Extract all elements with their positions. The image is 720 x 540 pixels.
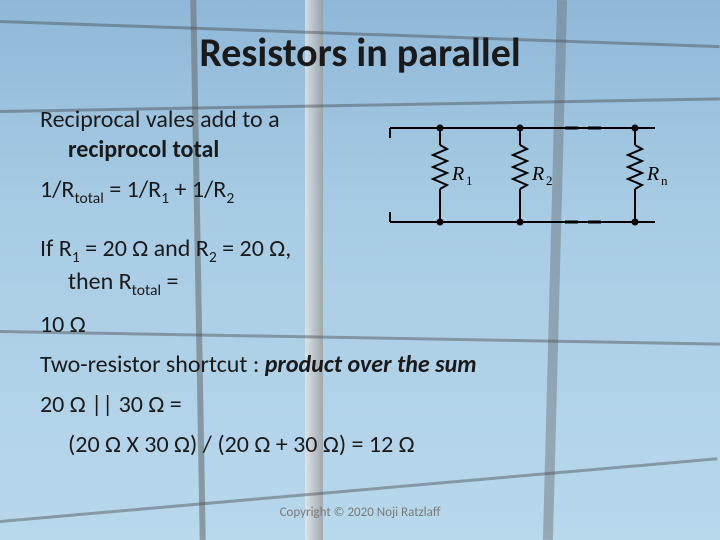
content-area: Reciprocal vales add to a reciprocol tot…: [40, 105, 680, 505]
eq-sub: total: [74, 189, 103, 208]
intro-line1: Reciprocal vales add to a: [40, 105, 280, 134]
ex-line2: then Rtotal =: [40, 267, 680, 300]
rn-label: R: [646, 163, 659, 185]
copyright-footer: Copyright © 2020 Noji Ratzlaff: [40, 505, 680, 520]
r1-sub: 1: [466, 173, 473, 188]
example-result: 10 Ω: [40, 310, 680, 340]
intro-text: Reciprocal vales add to a reciprocol tot…: [40, 105, 400, 165]
shortcut-text-b: product over the sum: [265, 350, 477, 379]
intro-line2: reciprocol total: [40, 135, 400, 165]
ex-sub: 1: [72, 248, 80, 267]
ex-part: = 20 Ω and R: [80, 234, 209, 263]
ex-sub: total: [132, 281, 161, 300]
example-block: If R1 = 20 Ω and R2 = 20 Ω, then Rtotal …: [40, 234, 680, 301]
shortcut-eq1: 20 Ω || 30 Ω =: [40, 390, 680, 420]
ex-part: =: [161, 267, 178, 296]
eq-sub: 2: [226, 189, 234, 208]
slide: Resistors in parallel Reciprocal vales a…: [0, 0, 720, 540]
ex-part: = 20 Ω,: [217, 234, 291, 263]
r1-label: R: [451, 163, 464, 185]
r2-label: R: [531, 163, 544, 185]
ex-sub: 2: [209, 248, 217, 267]
eq-part: = 1/R: [104, 175, 161, 204]
ex-part: then R: [68, 267, 132, 296]
parallel-circuit-diagram: R 1 R 2 R n: [380, 110, 680, 240]
eq-sub: 1: [161, 189, 169, 208]
eq-part: + 1/R: [169, 175, 226, 204]
ex-part: If R: [40, 234, 72, 263]
reciprocal-equation: 1/Rtotal = 1/R1 + 1/R2: [40, 175, 400, 208]
slide-title: Resistors in parallel: [40, 28, 680, 77]
rn-sub: n: [661, 173, 668, 188]
shortcut-eq2-text: (20 Ω X 30 Ω) / (20 Ω + 30 Ω) = 12 Ω: [40, 430, 680, 460]
r2-sub: 2: [546, 173, 553, 188]
shortcut-label: Two-resistor shortcut : product over the…: [40, 350, 680, 380]
shortcut-eq2: (20 Ω X 30 Ω) / (20 Ω + 30 Ω) = 12 Ω: [40, 430, 680, 460]
eq-part: 1/R: [40, 175, 74, 204]
shortcut-text-a: Two-resistor shortcut :: [40, 350, 265, 379]
